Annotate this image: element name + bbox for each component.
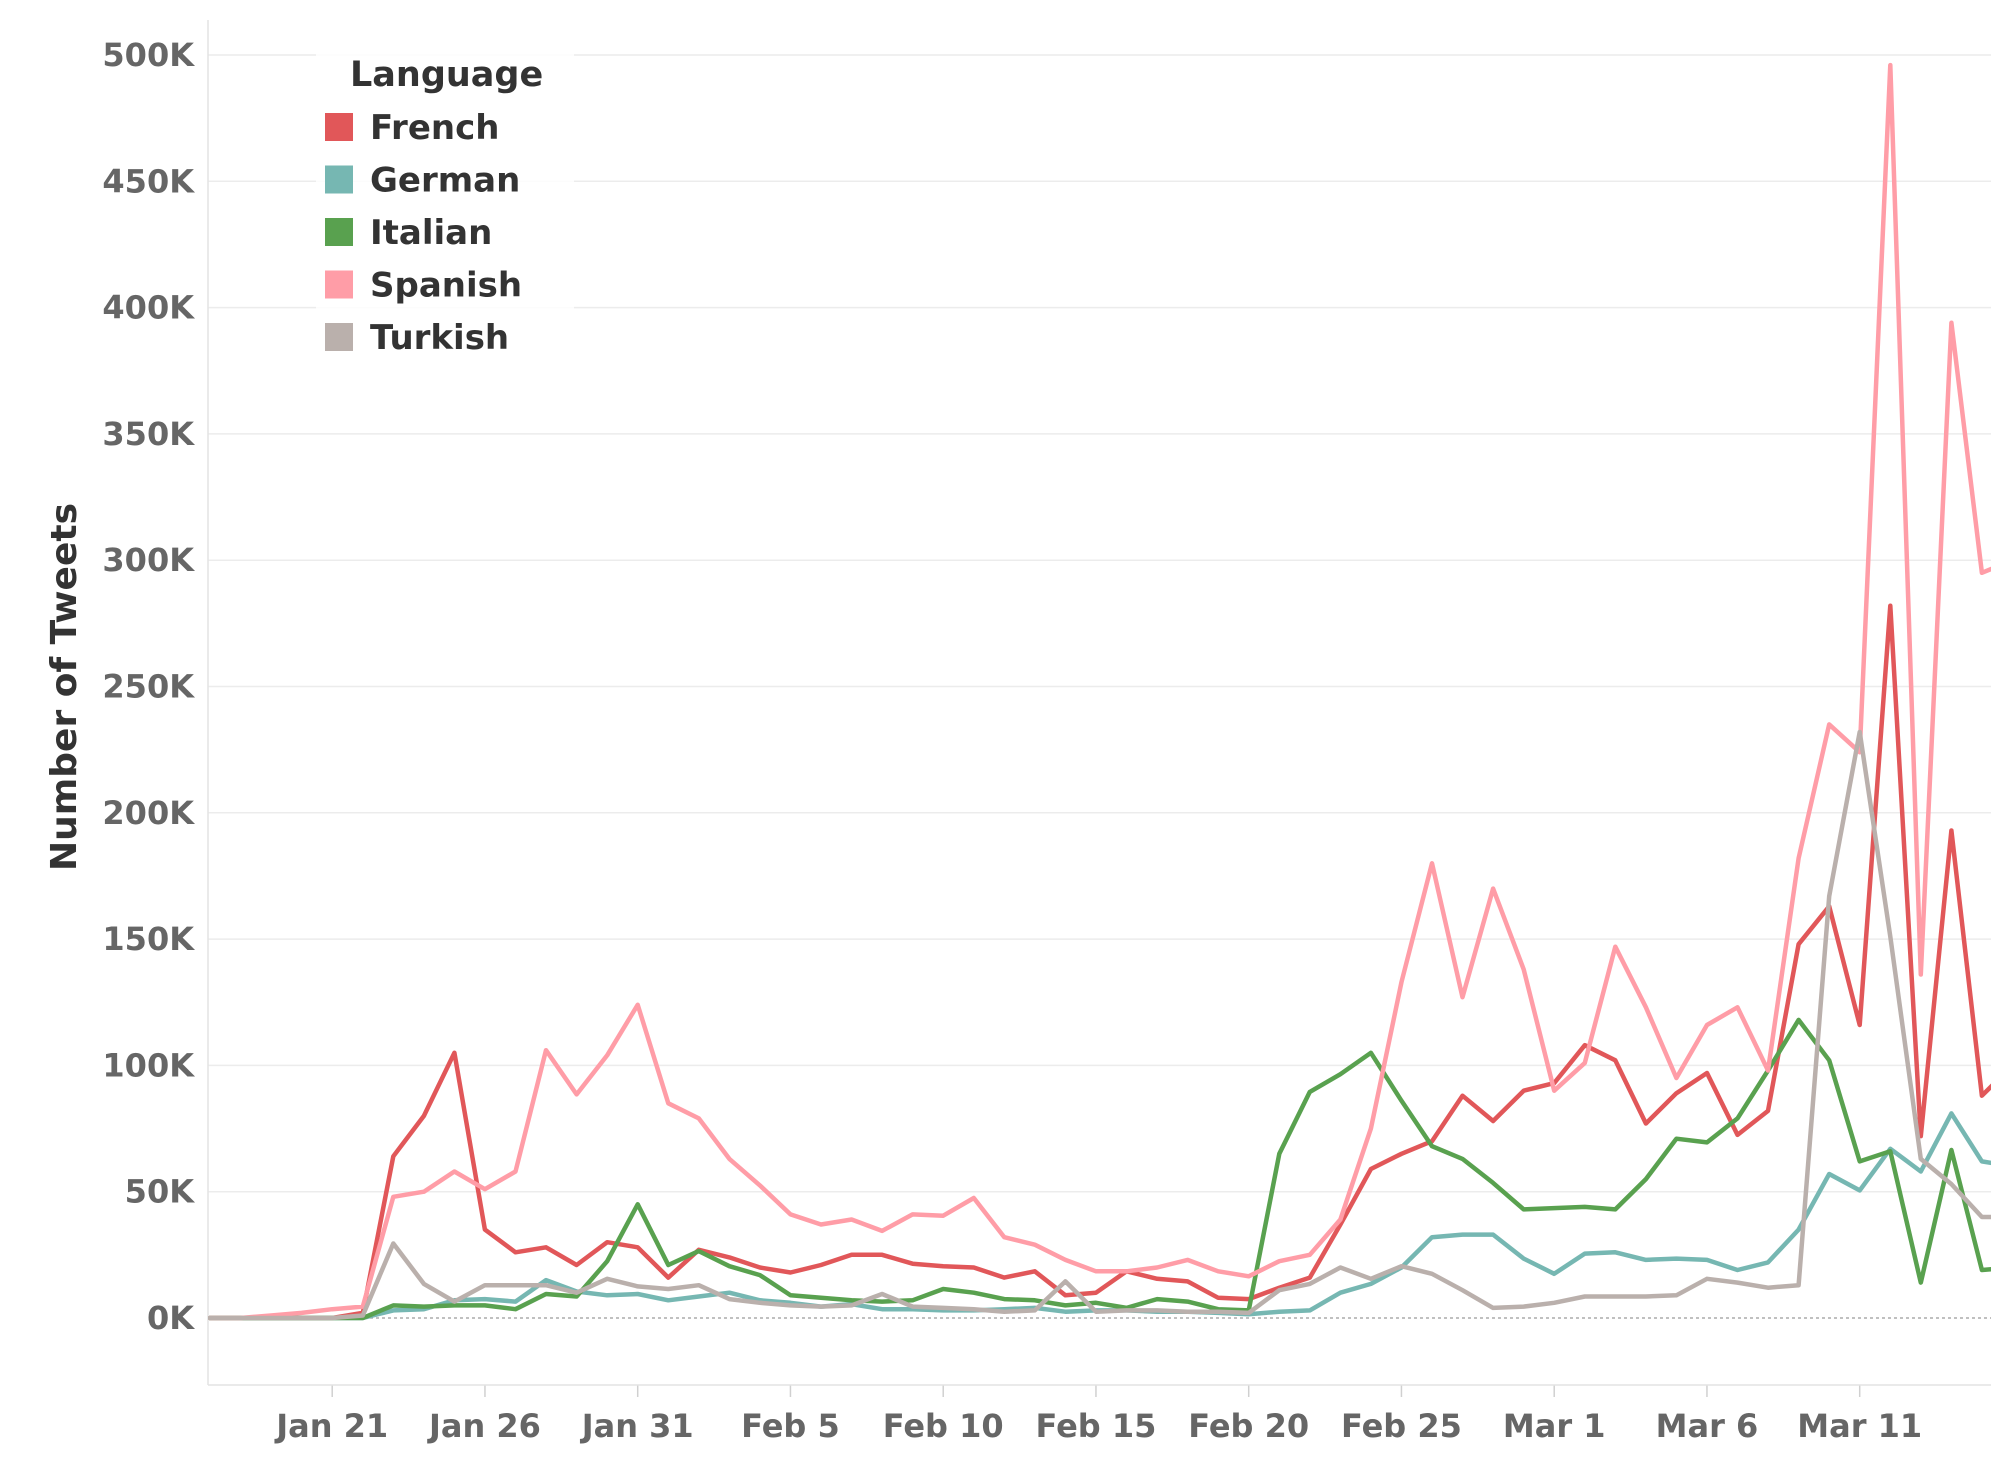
legend: Language French German Italian Spanish Turkis… (316, 50, 574, 358)
legend-swatch-spanish (325, 270, 353, 299)
legend-label-german: German (370, 161, 520, 201)
x-tick-labels: Jan 21 Jan 26 Jan 31 Feb 5 Feb 10 Feb 15 Feb 2… (274, 1407, 1922, 1445)
x-tick-label: Feb 25 (1341, 1407, 1462, 1445)
y-gridlines (208, 54, 1991, 1319)
x-tick-label: Jan 26 (427, 1407, 541, 1445)
series-line-italian (208, 1017, 1991, 1321)
y-tick-label: 300K (102, 541, 195, 579)
series-line-french (208, 603, 1991, 1321)
series-line-turkish (208, 729, 1991, 1321)
y-axis-title: Number of Tweets (44, 503, 85, 871)
legend-title: Language (350, 55, 543, 95)
y-tick-label: 200K (102, 794, 195, 832)
y-tick-label: 0K (147, 1299, 195, 1337)
x-ticks (331, 1385, 1861, 1397)
y-tick-label: 250K (102, 668, 195, 706)
legend-swatch-turkish (325, 323, 353, 351)
x-tick-label: Jan 21 (274, 1407, 388, 1445)
x-tick-label: Mar 6 (1656, 1407, 1759, 1445)
legend-swatch-french (325, 113, 353, 141)
series-lines (208, 62, 1991, 1321)
y-tick-label: 100K (102, 1046, 195, 1084)
y-tick-label: 50K (125, 1173, 196, 1211)
legend-label-turkish: Turkish (370, 318, 509, 358)
y-tick-label: 500K (102, 36, 195, 74)
series-line-spanish (208, 62, 1991, 1321)
y-tick-label: 150K (102, 920, 195, 958)
y-tick-labels: 0K 50K 100K 150K 200K 250K 300K 350K 400K 450K 500… (102, 36, 195, 1337)
x-tick-label: Mar 1 (1503, 1407, 1606, 1445)
legend-label-italian: Italian (370, 213, 492, 253)
legend-background (316, 50, 574, 355)
legend-swatch-german (325, 165, 353, 194)
x-tick-label: Jan 31 (580, 1407, 694, 1445)
legend-label-french: French (370, 108, 499, 148)
x-tick-label: Feb 20 (1188, 1407, 1309, 1445)
legend-label-spanish: Spanish (370, 266, 522, 306)
y-tick-label: 400K (102, 289, 195, 327)
x-tick-label: Mar 11 (1797, 1407, 1922, 1445)
x-tick-label: Feb 15 (1036, 1407, 1157, 1445)
x-tick-label: Feb 10 (883, 1407, 1004, 1445)
y-tick-label: 450K (102, 162, 195, 200)
x-tick-label: Feb 5 (741, 1407, 840, 1445)
legend-swatch-italian (325, 218, 353, 246)
y-tick-label: 350K (102, 415, 195, 453)
